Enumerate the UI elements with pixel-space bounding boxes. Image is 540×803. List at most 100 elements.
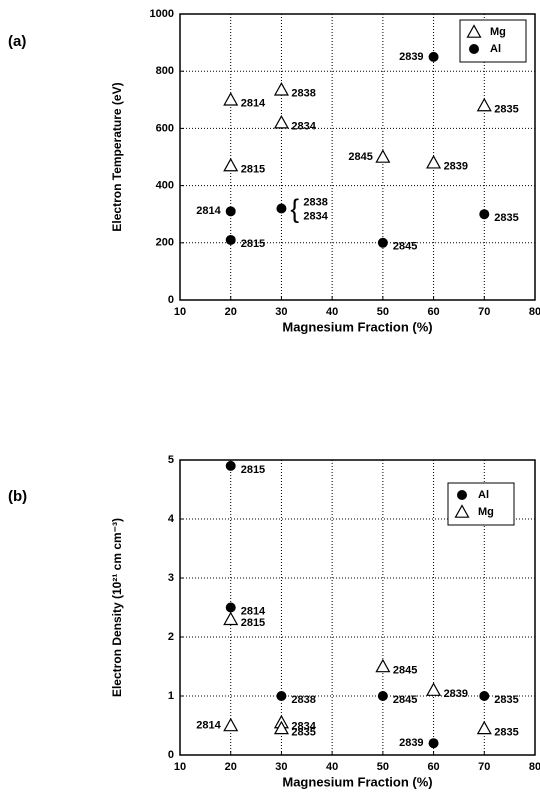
point-label: 2839: [399, 737, 423, 749]
x-tick-label: 40: [326, 306, 338, 318]
y-tick-label: 1: [168, 690, 174, 702]
legend-box: [459, 19, 527, 63]
point-label: 2845: [393, 694, 417, 706]
y-tick-label: 5: [168, 454, 174, 466]
y-tick-label: 400: [156, 180, 174, 192]
triangle-marker: [223, 611, 239, 626]
point-label: 2815: [241, 163, 265, 175]
triangle-marker: [223, 157, 239, 172]
point-label: 2834: [291, 121, 316, 133]
y-tick-label: 4: [168, 513, 175, 525]
circle-marker: [377, 691, 388, 701]
point-label: 2834: [303, 210, 328, 222]
triangle-marker: [454, 504, 470, 518]
circle-marker: [225, 234, 236, 245]
plot-frame: [179, 13, 536, 301]
circle-marker: [428, 51, 439, 62]
point-label: 2814: [196, 205, 221, 217]
brace: {: [290, 193, 299, 223]
circle-marker: [377, 237, 388, 248]
x-tick-label: 80: [529, 306, 540, 318]
legend-label: Al: [490, 43, 501, 55]
x-tick-label: 80: [529, 761, 540, 773]
point-label: 2835: [494, 726, 518, 738]
circle-marker: [479, 209, 490, 220]
x-tick-label: 50: [377, 306, 389, 318]
x-tick-label: 30: [275, 761, 287, 773]
panel-label: (b): [8, 488, 27, 505]
point-label: 2839: [444, 161, 468, 173]
point-label: 2815: [241, 464, 265, 476]
y-tick-label: 0: [168, 294, 174, 306]
panel-label: (a): [8, 33, 26, 50]
point-label: 2835: [494, 212, 518, 224]
point-label: 2814: [241, 605, 266, 617]
triangle-marker: [476, 720, 492, 735]
triangle-marker: [466, 24, 482, 38]
x-tick-label: 70: [478, 761, 490, 773]
circle-marker: [225, 206, 236, 217]
point-label: 2845: [393, 241, 417, 253]
x-tick-label: 10: [174, 306, 186, 318]
point-label: 2835: [291, 726, 315, 738]
triangle-marker: [273, 114, 289, 129]
y-axis-label: Electron Temperature (eV): [110, 82, 124, 231]
point-label: 2815: [241, 238, 265, 250]
x-tick-label: 20: [225, 761, 237, 773]
y-tick-label: 0: [168, 749, 174, 761]
point-label: 2845: [348, 151, 372, 163]
x-axis-label: Magnesium Fraction (%): [282, 774, 432, 789]
circle-marker: [479, 691, 490, 701]
triangle-marker: [223, 92, 239, 106]
circle-marker: [225, 460, 236, 471]
triangle-marker: [375, 658, 391, 673]
legend-box: [447, 482, 515, 526]
point-label: 2839: [444, 688, 468, 700]
point-label: 2838: [291, 88, 315, 100]
legend-label: Al: [478, 489, 489, 501]
point-label: 2815: [241, 617, 265, 629]
y-tick-label: 600: [156, 122, 174, 134]
triangle-marker: [375, 149, 391, 163]
y-tick-label: 200: [156, 237, 174, 249]
triangle-marker: [273, 82, 289, 96]
point-label: 2835: [494, 694, 518, 706]
circle-marker: [225, 602, 236, 613]
point-label: 2835: [494, 103, 518, 115]
legend-label: Mg: [490, 26, 506, 38]
circle-marker: [276, 203, 287, 214]
triangle-marker: [426, 154, 442, 169]
point-label: 2839: [399, 51, 423, 63]
triangle-marker: [426, 682, 442, 696]
triangle-marker: [223, 717, 239, 732]
point-label: 2814: [241, 98, 266, 110]
circle-marker: [428, 738, 439, 749]
x-tick-label: 70: [478, 306, 490, 318]
circle-marker: [276, 691, 287, 701]
x-tick-label: 40: [326, 761, 338, 773]
y-tick-label: 3: [168, 572, 174, 584]
plot-frame: [179, 459, 536, 756]
point-label: 2814: [196, 719, 221, 731]
y-tick-label: 1000: [150, 8, 174, 20]
circle-marker: [469, 44, 479, 54]
triangle-marker: [273, 720, 289, 735]
y-tick-label: 2: [168, 631, 174, 643]
point-label: 2845: [393, 664, 417, 676]
x-tick-label: 20: [225, 306, 237, 318]
point-label: 2834: [291, 720, 316, 732]
x-tick-label: 50: [377, 761, 389, 773]
x-tick-label: 30: [275, 306, 287, 318]
y-axis-label: Electron Density (10²¹ cm cm⁻³): [110, 518, 124, 697]
x-tick-label: 10: [174, 761, 186, 773]
x-axis-label: Magnesium Fraction (%): [282, 319, 432, 334]
point-label: 2838: [291, 694, 315, 706]
legend-label: Mg: [478, 506, 494, 518]
triangle-marker: [476, 97, 492, 112]
point-label: 2838: [303, 196, 327, 208]
circle-marker: [457, 490, 467, 500]
x-tick-label: 60: [427, 306, 439, 318]
x-tick-label: 60: [427, 761, 439, 773]
y-tick-label: 800: [156, 65, 174, 77]
